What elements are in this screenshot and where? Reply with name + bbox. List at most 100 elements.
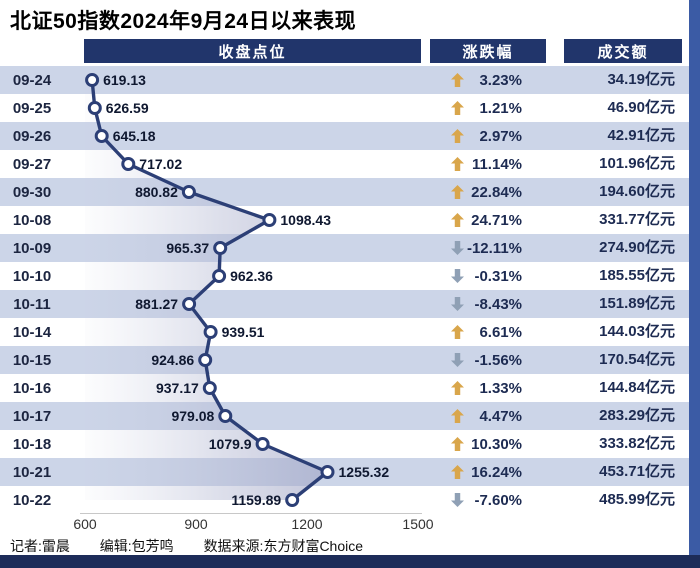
chart-cell-spacer <box>64 290 425 318</box>
turnover-value: 144.03亿元 <box>599 323 675 340</box>
arrow-down-icon <box>451 493 464 507</box>
table-row: 10-16 1.33% 144.84亿元 <box>0 374 689 402</box>
chart-cell-spacer <box>64 94 425 122</box>
arrow-up-icon <box>451 325 464 339</box>
table-row: 10-18 10.30% 333.82亿元 <box>0 430 689 458</box>
turnover-value: 194.60亿元 <box>599 183 675 200</box>
turnover-value: 144.84亿元 <box>599 379 675 396</box>
chart-cell-spacer <box>64 430 425 458</box>
change-value: 11.14% <box>471 155 522 173</box>
chart-cell-spacer <box>64 402 425 430</box>
date-label: 10-14 <box>12 323 52 341</box>
change-cell: 22.84% <box>425 178 550 206</box>
change-cell: 1.21% <box>425 94 550 122</box>
turnover-value: 453.71亿元 <box>599 463 675 480</box>
turnover-value: 185.55亿元 <box>599 267 675 284</box>
turnover-value: 151.89亿元 <box>599 295 675 312</box>
change-cell: 24.71% <box>425 206 550 234</box>
table-row: 09-30 22.84% 194.60亿元 <box>0 178 689 206</box>
change-value: 24.71% <box>471 211 522 229</box>
change-value: -8.43% <box>474 295 522 313</box>
table-row: 09-26 2.97% 42.91亿元 <box>0 122 689 150</box>
column-header-turnover: 成交额 <box>564 39 682 63</box>
turnover-value: 46.90亿元 <box>607 99 675 116</box>
arrow-up-icon <box>451 73 464 87</box>
arrow-up-icon <box>451 437 464 451</box>
arrow-up-icon <box>451 129 464 143</box>
x-axis-ticks: 600 900 1200 1500 <box>0 516 689 532</box>
turnover-value: 485.99亿元 <box>599 491 675 508</box>
x-axis-tick: 1200 <box>291 516 323 532</box>
turnover-value: 34.19亿元 <box>607 71 675 88</box>
arrow-up-icon <box>451 409 464 423</box>
table-row: 10-15 -1.56% 170.54亿元 <box>0 346 689 374</box>
change-value: -1.56% <box>474 351 522 369</box>
date-label: 10-15 <box>12 351 52 369</box>
date-label: 09-24 <box>12 71 52 89</box>
change-value: 22.84% <box>471 183 522 201</box>
change-cell: -8.43% <box>425 290 550 318</box>
change-cell: 3.23% <box>425 66 550 94</box>
date-label: 10-22 <box>12 491 52 509</box>
credits: 记者:雷晨 编辑:包芳鸣 数据来源:东方财富Choice <box>10 536 389 556</box>
date-label: 09-27 <box>12 155 52 173</box>
arrow-down-icon <box>451 269 464 283</box>
date-label: 10-18 <box>12 435 52 453</box>
date-label: 10-16 <box>12 379 52 397</box>
date-label: 10-17 <box>12 407 52 425</box>
arrow-up-icon <box>451 185 464 199</box>
table-row: 10-08 24.71% 331.77亿元 <box>0 206 689 234</box>
table-row: 10-09 -12.11% 274.90亿元 <box>0 234 689 262</box>
date-label: 10-11 <box>13 295 51 313</box>
table-row: 10-10 -0.31% 185.55亿元 <box>0 262 689 290</box>
change-value: 2.97% <box>479 127 522 145</box>
arrow-up-icon <box>451 465 464 479</box>
chart-cell-spacer <box>64 66 425 94</box>
table-row: 10-22 -7.60% 485.99亿元 <box>0 486 689 514</box>
change-cell: 11.14% <box>425 150 550 178</box>
turnover-value: 42.91亿元 <box>607 127 675 144</box>
arrow-up-icon <box>451 101 464 115</box>
change-value: 1.21% <box>479 99 522 117</box>
table-row: 09-27 11.14% 101.96亿元 <box>0 150 689 178</box>
change-value: 6.61% <box>479 323 522 341</box>
x-axis-tick: 600 <box>73 516 97 532</box>
change-cell: 1.33% <box>425 374 550 402</box>
date-label: 10-08 <box>12 211 52 229</box>
change-value: -7.60% <box>474 491 522 509</box>
chart-cell-spacer <box>64 374 425 402</box>
x-axis-tick: 1500 <box>402 516 434 532</box>
change-value: -0.31% <box>474 267 522 285</box>
x-axis-tick: 900 <box>184 516 208 532</box>
arrow-down-icon <box>451 353 464 367</box>
date-label: 09-26 <box>12 127 52 145</box>
chart-cell-spacer <box>64 150 425 178</box>
date-label: 09-25 <box>12 99 52 117</box>
change-cell: -7.60% <box>425 486 550 514</box>
change-cell: 2.97% <box>425 122 550 150</box>
credit-editor: 编辑:包芳鸣 <box>99 538 174 554</box>
arrow-up-icon <box>451 381 464 395</box>
right-stripe-decoration <box>689 0 700 568</box>
change-cell: 4.47% <box>425 402 550 430</box>
table-row: 09-25 1.21% 46.90亿元 <box>0 94 689 122</box>
date-label: 10-09 <box>12 239 52 257</box>
chart-cell-spacer <box>64 486 425 514</box>
turnover-value: 101.96亿元 <box>599 155 675 172</box>
table-row: 10-17 4.47% 283.29亿元 <box>0 402 689 430</box>
table-row: 10-11 -8.43% 151.89亿元 <box>0 290 689 318</box>
turnover-value: 283.29亿元 <box>599 407 675 424</box>
change-cell: -0.31% <box>425 262 550 290</box>
change-cell: 6.61% <box>425 318 550 346</box>
change-cell: -1.56% <box>425 346 550 374</box>
chart-cell-spacer <box>64 318 425 346</box>
date-label: 09-30 <box>12 183 52 201</box>
change-value: -12.11% <box>466 239 522 257</box>
data-rows: 09-24 3.23% 34.19亿元 09-25 1.21% 46.90亿元 … <box>0 66 689 514</box>
table-row: 09-24 3.23% 34.19亿元 <box>0 66 689 94</box>
change-value: 16.24% <box>471 463 522 481</box>
arrow-down-icon <box>451 297 464 311</box>
change-cell: 10.30% <box>425 430 550 458</box>
bottom-bar-decoration <box>0 555 700 568</box>
